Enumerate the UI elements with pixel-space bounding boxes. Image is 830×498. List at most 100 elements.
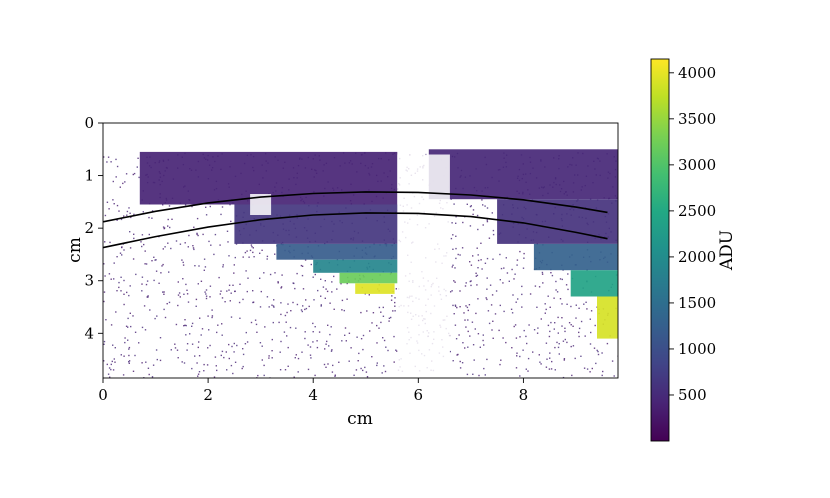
noise-pixel: [294, 287, 296, 290]
noise-pixel: [103, 340, 106, 343]
noise-pixel: [486, 257, 489, 260]
noise-pixel: [464, 319, 466, 321]
noise-pixel: [127, 317, 129, 320]
noise-pixel: [274, 272, 276, 274]
region-left-peak: [355, 283, 395, 294]
noise-pixel: [590, 310, 593, 312]
noise-pixel: [223, 356, 225, 359]
noise-pixel: [382, 315, 385, 317]
noise-pixel: [522, 267, 525, 269]
noise-pixel: [266, 258, 268, 260]
noise-pixel: [500, 267, 503, 270]
noise-pixel: [395, 349, 397, 351]
noise-pixel: [103, 360, 105, 362]
noise-pixel: [126, 214, 128, 216]
noise-pixel: [333, 308, 335, 310]
noise-pixel: [151, 376, 154, 378]
noise-pixel: [348, 332, 351, 334]
noise-pixel: [469, 225, 472, 227]
noise-pixel: [477, 254, 479, 256]
noise-pixel: [208, 240, 210, 243]
noise-pixel: [312, 322, 314, 325]
noise-pixel: [200, 280, 203, 282]
noise-pixel: [113, 203, 115, 205]
noise-pixel: [572, 325, 574, 327]
noise-pixel: [516, 352, 518, 354]
noise-pixel: [514, 324, 517, 326]
noise-pixel: [452, 360, 454, 362]
noise-pixel: [163, 291, 165, 293]
noise-pixel: [457, 253, 459, 256]
noise-pixel: [578, 331, 580, 334]
noise-pixel: [297, 371, 299, 373]
noise-pixel: [168, 271, 170, 273]
noise-pixel: [198, 341, 200, 343]
noise-pixel: [126, 291, 128, 294]
y-axis-label: cm: [65, 237, 85, 263]
noise-pixel: [143, 243, 145, 246]
colorbar: 500 1000 1500 2000 2500 3000 3500 4000 ADU: [650, 58, 737, 442]
noise-pixel: [221, 350, 224, 353]
noise-pixel: [221, 323, 223, 325]
noise-pixel: [388, 320, 390, 322]
noise-pixel: [198, 265, 200, 267]
noise-pixel: [382, 306, 384, 309]
noise-pixel: [596, 349, 598, 352]
noise-pixel: [230, 316, 233, 318]
noise-pixel: [532, 351, 534, 353]
noise-pixel: [467, 309, 469, 312]
noise-pixel: [105, 319, 107, 321]
noise-pixel: [143, 377, 145, 378]
noise-pixel: [268, 357, 270, 359]
noise-pixel: [245, 331, 247, 334]
noise-pixel: [483, 367, 485, 370]
noise-pixel: [503, 267, 505, 269]
noise-pixel: [219, 293, 221, 295]
noise-pixel: [606, 342, 609, 345]
noise-pixel: [130, 216, 132, 219]
noise-pixel: [475, 272, 477, 274]
noise-pixel: [459, 306, 461, 308]
noise-pixel: [228, 255, 230, 257]
noise-pixel: [233, 351, 235, 353]
noise-pixel: [116, 204, 119, 207]
noise-pixel: [554, 346, 556, 349]
noise-pixel: [372, 312, 375, 314]
noise-pixel: [271, 350, 273, 352]
noise-pixel: [574, 357, 576, 360]
noise-pixel: [283, 331, 286, 333]
noise-pixel: [170, 349, 172, 351]
noise-pixel: [545, 366, 548, 368]
noise-pixel: [120, 290, 122, 292]
noise-pixel: [128, 207, 130, 209]
noise-pixel: [134, 331, 137, 333]
noise-pixel: [211, 309, 213, 311]
noise-pixel: [551, 360, 553, 363]
noise-pixel: [585, 301, 587, 303]
noise-pixel: [220, 290, 222, 292]
noise-pixel: [248, 256, 250, 258]
noise-pixel: [549, 357, 551, 359]
noise-pixel: [539, 361, 541, 363]
noise-pixel: [141, 245, 143, 248]
noise-pixel: [141, 276, 144, 278]
noise-pixel: [454, 324, 457, 326]
colorbar-label: ADU: [717, 230, 737, 271]
noise-pixel: [259, 252, 261, 254]
noise-pixel: [376, 364, 378, 367]
noise-pixel: [486, 277, 488, 279]
noise-pixel: [230, 292, 232, 294]
noise-pixel: [103, 343, 105, 345]
noise-pixel: [141, 290, 143, 292]
noise-pixel: [451, 222, 453, 224]
noise-pixel: [466, 373, 469, 376]
noise-pixel: [263, 272, 265, 274]
noise-pixel: [472, 373, 474, 375]
noise-pixel: [229, 203, 231, 206]
noise-pixel: [252, 290, 254, 292]
noise-pixel: [285, 321, 287, 323]
noise-pixel: [325, 288, 327, 290]
colorbar-tick-label: 1500: [678, 294, 716, 312]
noise-pixel: [160, 272, 162, 274]
noise-pixel: [477, 267, 479, 269]
